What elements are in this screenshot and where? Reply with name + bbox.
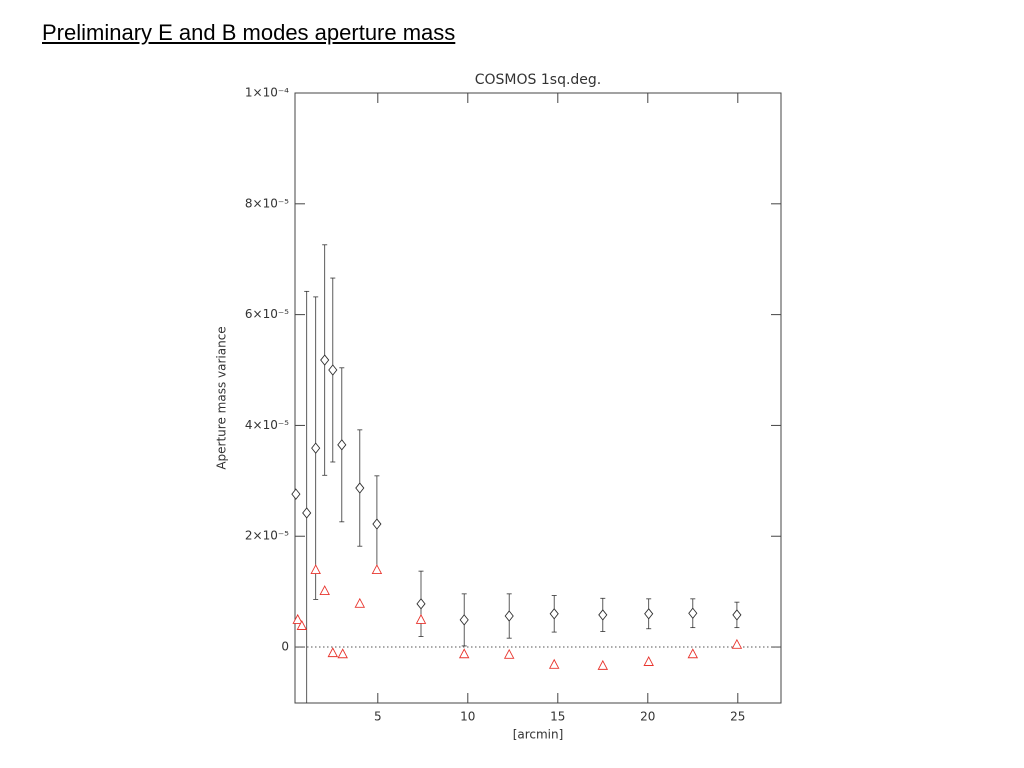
data-point — [549, 608, 559, 620]
y-tick-label: 6×10⁻⁵ — [245, 307, 289, 321]
y-tick-label: 2×10⁻⁵ — [245, 529, 289, 543]
data-point — [371, 564, 383, 574]
y-tick-label: 1×10⁻⁴ — [245, 86, 289, 100]
data-point — [302, 507, 312, 519]
x-tick-label: 20 — [640, 710, 655, 724]
data-point — [291, 488, 301, 500]
data-point — [732, 609, 742, 621]
data-point — [354, 597, 366, 608]
chart-title: COSMOS 1sq.deg. — [475, 72, 602, 88]
x-tick-label: 10 — [460, 710, 475, 724]
data-point — [731, 638, 743, 649]
data-point — [503, 648, 515, 659]
data-point — [687, 648, 699, 659]
data-point — [319, 585, 330, 596]
data-point — [327, 647, 339, 658]
y-axis-label: Aperture mass variance — [215, 326, 229, 469]
data-point — [415, 613, 427, 624]
data-point — [337, 439, 347, 451]
x-tick-label: 5 — [374, 710, 382, 724]
data-point — [292, 613, 303, 624]
x-axis-label: [arcmin] — [513, 728, 564, 742]
data-point — [688, 607, 698, 619]
data-point — [644, 608, 654, 620]
data-point — [416, 598, 426, 610]
data-point — [504, 610, 514, 622]
data-point — [597, 659, 609, 670]
data-point — [320, 354, 330, 366]
data-point — [355, 482, 365, 494]
data-point — [372, 518, 382, 530]
y-tick-label: 0 — [281, 640, 289, 654]
data-point — [458, 648, 470, 659]
x-tick-label: 25 — [730, 710, 745, 724]
data-point — [337, 648, 348, 659]
y-tick-label: 8×10⁻⁵ — [245, 196, 289, 210]
data-point — [598, 609, 608, 621]
data-point — [548, 658, 560, 669]
data-point — [310, 564, 321, 574]
data-point — [311, 442, 321, 454]
data-point — [459, 614, 469, 626]
data-point — [328, 364, 338, 376]
plot-frame — [294, 92, 782, 704]
data-point — [296, 620, 308, 630]
x-tick-label: 15 — [550, 710, 565, 724]
data-point — [643, 656, 654, 666]
slide-title: Preliminary E and B modes aperture mass — [42, 20, 456, 45]
y-tick-label: 4×10⁻⁵ — [245, 418, 289, 432]
